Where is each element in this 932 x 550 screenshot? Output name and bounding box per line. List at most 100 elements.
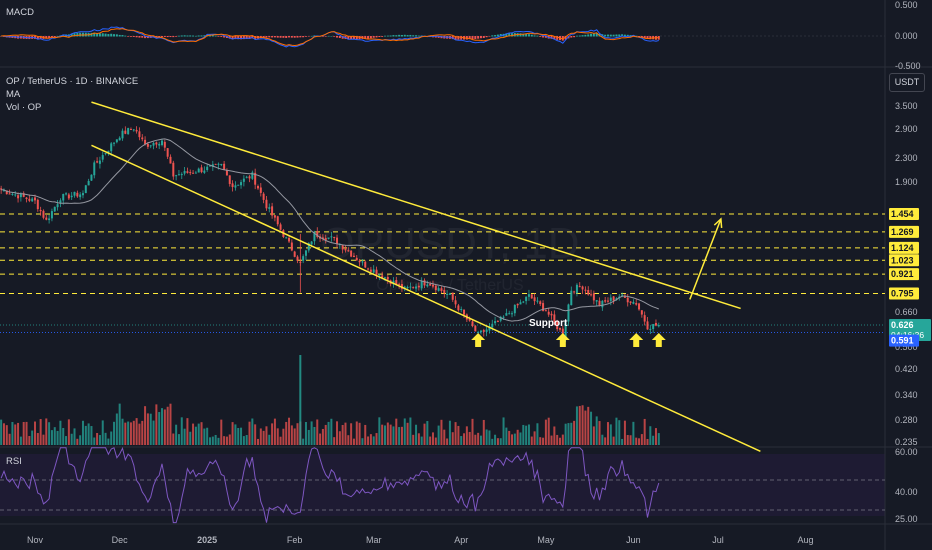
- volume-bar: [104, 432, 107, 445]
- volume-bar: [417, 433, 420, 445]
- volume-bar: [612, 436, 615, 445]
- macd-histogram-bar: [138, 36, 141, 38]
- candle-body: [113, 142, 116, 144]
- macd-histogram-bar: [200, 35, 203, 37]
- macd-histogram-bar: [530, 34, 533, 37]
- volume-bar: [361, 438, 364, 445]
- volume-indicator-label[interactable]: Vol · OP: [6, 102, 41, 113]
- macd-histogram-bar: [496, 34, 499, 37]
- macd-histogram-bar: [398, 34, 401, 37]
- volume-bar: [657, 433, 660, 445]
- candle-body: [273, 215, 276, 218]
- price-axis-tick: 0.420: [895, 364, 918, 374]
- candle-body: [107, 150, 110, 153]
- candle-body: [223, 163, 226, 170]
- support-up-arrow-icon: [651, 333, 666, 347]
- volume-bar: [98, 435, 101, 445]
- currency-button[interactable]: USDT: [889, 73, 925, 92]
- volume-bar: [511, 434, 514, 445]
- volume-bar: [279, 436, 282, 445]
- volume-bar: [457, 425, 460, 445]
- candle-body: [310, 241, 313, 245]
- volume-bar: [11, 421, 14, 445]
- volume-bar: [209, 437, 211, 445]
- macd-histogram-bar: [141, 36, 144, 38]
- candle-body: [420, 281, 423, 289]
- macd-histogram-bar: [578, 35, 581, 37]
- volume-bar: [169, 403, 172, 445]
- candle-body: [56, 204, 59, 208]
- macd-histogram-bar: [127, 36, 130, 37]
- price-level-tag-text: 0.921: [891, 269, 914, 279]
- macd-histogram-bar: [113, 34, 116, 37]
- macd-histogram-bar: [144, 36, 147, 39]
- symbol-title[interactable]: OP / TetherUS · 1D · BINANCE: [6, 76, 138, 87]
- candle-body: [657, 325, 660, 327]
- volume-bar: [141, 420, 144, 445]
- volume-bar: [621, 438, 624, 445]
- volume-bar: [149, 413, 152, 445]
- candle-body: [121, 130, 124, 139]
- volume-bar: [640, 434, 643, 445]
- candle-body: [652, 324, 655, 329]
- macd-histogram-bar: [570, 36, 573, 38]
- macd-histogram-bar: [217, 36, 220, 37]
- volume-bar: [231, 422, 234, 445]
- ma-indicator-label[interactable]: MA: [6, 89, 21, 100]
- volume-bar: [347, 435, 350, 445]
- candle-body: [403, 286, 406, 288]
- volume-bar: [505, 427, 508, 445]
- volume-bar: [330, 418, 333, 445]
- volume-bar: [127, 421, 130, 445]
- candle-body: [567, 304, 570, 322]
- price-axis-tick: 0.280: [895, 415, 918, 425]
- volume-bar: [316, 419, 319, 445]
- volume-bar: [70, 433, 73, 445]
- macd-histogram-bar: [211, 35, 214, 37]
- candle-body: [214, 163, 217, 165]
- volume-bar: [595, 416, 598, 445]
- candle-body: [118, 137, 121, 141]
- candle-body: [443, 289, 446, 294]
- candle-body: [149, 145, 152, 147]
- candle-body: [87, 180, 90, 186]
- macd-histogram-bar: [163, 36, 166, 37]
- candle-body: [513, 304, 516, 314]
- volume-bar: [601, 434, 604, 445]
- volume-bar: [113, 421, 116, 445]
- macd-histogram-bar: [615, 34, 618, 37]
- candle-body: [211, 164, 214, 167]
- volume-bar: [573, 420, 576, 445]
- candle-body: [556, 320, 559, 330]
- candle-body: [448, 293, 451, 295]
- rsi-axis-tick: 60.00: [895, 447, 918, 457]
- time-axis-tick: Mar: [366, 535, 382, 545]
- candle-body: [468, 318, 471, 321]
- candle-body: [502, 316, 505, 318]
- macd-histogram-bar: [347, 36, 350, 40]
- macd-histogram-bar: [293, 36, 296, 38]
- candle-body: [527, 294, 530, 297]
- candle-body: [578, 286, 581, 288]
- macd-histogram-bar: [553, 36, 556, 40]
- macd-title: MACD: [6, 7, 34, 18]
- candle-body: [42, 210, 45, 218]
- volume-bar: [271, 423, 274, 445]
- candle-body: [79, 194, 82, 198]
- volume-bar: [581, 405, 584, 445]
- candle-body: [606, 300, 609, 302]
- volume-bar: [90, 426, 93, 445]
- macd-histogram-bar: [192, 35, 195, 37]
- volume-bar: [203, 428, 206, 445]
- candle-body: [336, 237, 339, 245]
- candle-body: [304, 250, 307, 256]
- candle-body: [234, 185, 237, 188]
- volume-bar: [73, 428, 76, 445]
- volume-bar: [372, 436, 375, 445]
- macd-histogram-bar: [556, 36, 559, 40]
- candle-body: [561, 328, 564, 338]
- volume-bar: [448, 420, 451, 445]
- volume-bar: [491, 438, 494, 445]
- candle-body: [355, 257, 358, 261]
- volume-bar: [643, 418, 646, 445]
